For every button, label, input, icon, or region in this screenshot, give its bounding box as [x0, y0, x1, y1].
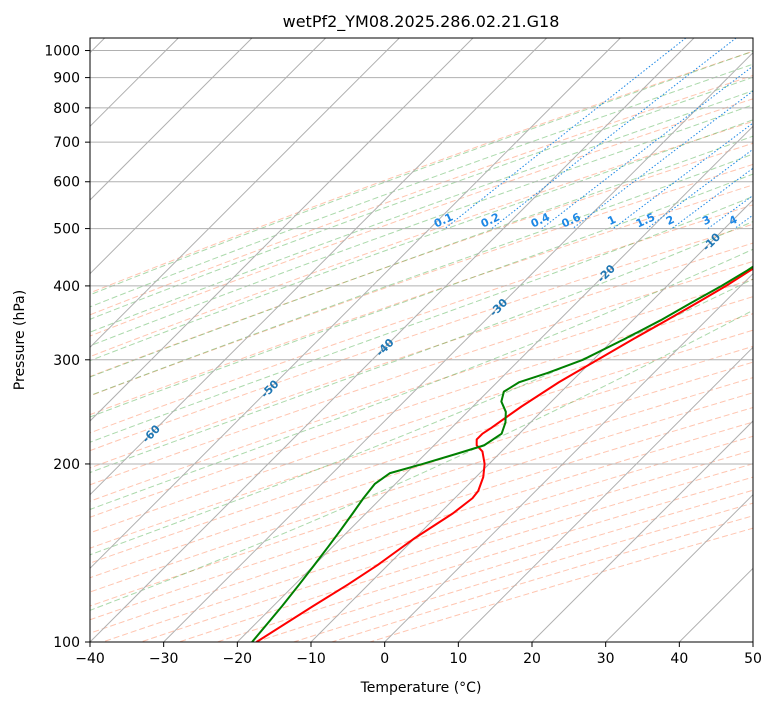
mixing-ratio-line: [612, 122, 753, 229]
plot-frame: [89, 37, 754, 643]
isotherm-line: [90, 38, 548, 496]
x-axis-label: Temperature (°C): [360, 680, 482, 696]
moist-adiabat-line: [90, 50, 753, 296]
dry-adiabat-line: [90, 74, 753, 316]
dry-adiabat-line: [90, 50, 753, 294]
x-tick-label: −30: [149, 651, 179, 667]
isotherm-line: [90, 38, 327, 275]
dry-adiabat-line: [90, 377, 753, 593]
isotherm-line: [384, 272, 753, 642]
isotherm-line: [163, 51, 753, 642]
y-tick-label: 300: [53, 353, 80, 369]
mixing-ratio-line: [444, 38, 687, 229]
x-tick-label: 50: [744, 651, 762, 667]
isotherm-line: [605, 493, 753, 642]
y-tick-label: 500: [53, 222, 80, 238]
mixing-ratio-line: [671, 167, 753, 229]
isotherm-line: [90, 38, 253, 201]
x-axis-ticks: −40 −30 −20 −10 0 10 20 30 40 50: [75, 642, 762, 667]
x-tick-label: 20: [523, 651, 541, 667]
dry-adiabat-line: [90, 98, 753, 337]
dry-adiabats: [90, 50, 753, 642]
x-tick-label: −20: [223, 651, 253, 667]
moist-adiabat-line: [90, 63, 753, 308]
dewpoint-trace: [251, 265, 753, 642]
dry-adiabat-line: [90, 184, 753, 416]
sounding-traces: [251, 265, 753, 642]
mixing-ratio-line: [491, 38, 737, 229]
dry-adiabat-line: [90, 278, 753, 502]
dry-adiabat-line: [90, 204, 753, 434]
moist-adiabat-line: [90, 278, 753, 556]
dry-adiabat-line: [90, 361, 753, 579]
y-tick-label: 400: [53, 279, 80, 295]
dry-adiabat-line: [90, 242, 753, 469]
mixing-ratio-line: [541, 65, 753, 229]
isotherm-line: [90, 38, 400, 349]
moist-adiabat-line: [90, 309, 753, 611]
isotherm-line: [90, 38, 695, 642]
x-tick-label: −40: [75, 651, 105, 667]
isotherm-line: [236, 125, 753, 642]
y-tick-label: 1000: [44, 44, 80, 60]
y-tick-label: 900: [53, 71, 80, 87]
x-tick-label: 30: [597, 651, 615, 667]
moist-adiabat-line: [90, 76, 753, 320]
moist-adiabats: [90, 50, 753, 611]
temperature-trace: [255, 267, 753, 642]
y-axis-label: Pressure (hPa): [12, 290, 28, 390]
mixing-ratio-lines: [444, 38, 753, 229]
moist-adiabat-line: [90, 90, 753, 333]
isotherm-line: [531, 420, 753, 642]
y-tick-label: 800: [53, 101, 80, 117]
moist-adiabat-line: [90, 119, 753, 362]
moist-adiabat-line: [90, 153, 753, 397]
moist-adiabat-line: [90, 195, 753, 443]
chart-title: wetPf2_YM08.2025.286.02.21.G18: [283, 12, 560, 32]
y-axis-ticks: 100 200 300 400 500 600 700 800 900 1000: [44, 44, 90, 651]
x-tick-label: 0: [380, 651, 389, 667]
y-tick-label: 700: [53, 135, 80, 151]
dry-adiabat-line: [90, 296, 753, 518]
isotherm-line: [90, 38, 474, 422]
dry-adiabat-line: [90, 223, 753, 452]
isotherm-line: [457, 346, 753, 642]
moist-adiabat-line: [90, 221, 753, 474]
x-tick-label: −10: [296, 651, 326, 667]
dry-adiabat-line: [90, 345, 753, 564]
y-tick-label: 600: [53, 175, 80, 191]
x-tick-label: 10: [449, 651, 467, 667]
y-tick-label: 100: [53, 635, 80, 651]
dry-adiabat-line: [90, 163, 753, 397]
x-tick-label: 40: [670, 651, 688, 667]
isotherm-line: [90, 38, 621, 570]
moist-adiabat-line: [90, 173, 753, 418]
y-tick-label: 200: [53, 457, 80, 473]
